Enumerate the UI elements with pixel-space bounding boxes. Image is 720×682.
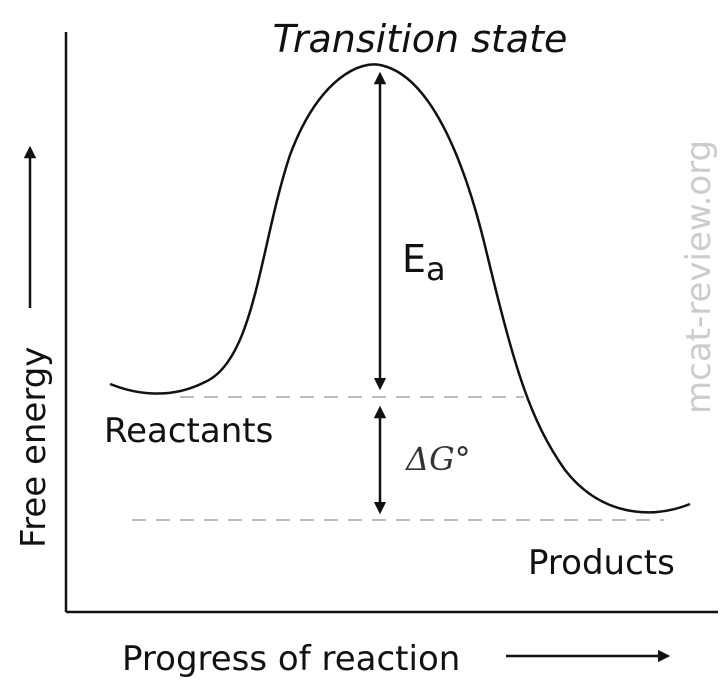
activation-energy-main: E bbox=[402, 237, 426, 281]
transition-state-label: Transition state bbox=[273, 17, 568, 61]
reactants-label: Reactants bbox=[104, 411, 273, 451]
x-axis-label: Progress of reaction bbox=[122, 639, 460, 679]
delta-g-label: ΔG° bbox=[404, 440, 471, 478]
energy-curve bbox=[109, 63, 691, 514]
y-axis-label: Free energy bbox=[14, 347, 54, 548]
activation-energy-label: Ea bbox=[402, 237, 446, 288]
watermark-text: mcat-review.org bbox=[679, 140, 719, 414]
activation-energy-subscript: a bbox=[426, 250, 446, 288]
products-label: Products bbox=[528, 543, 675, 583]
